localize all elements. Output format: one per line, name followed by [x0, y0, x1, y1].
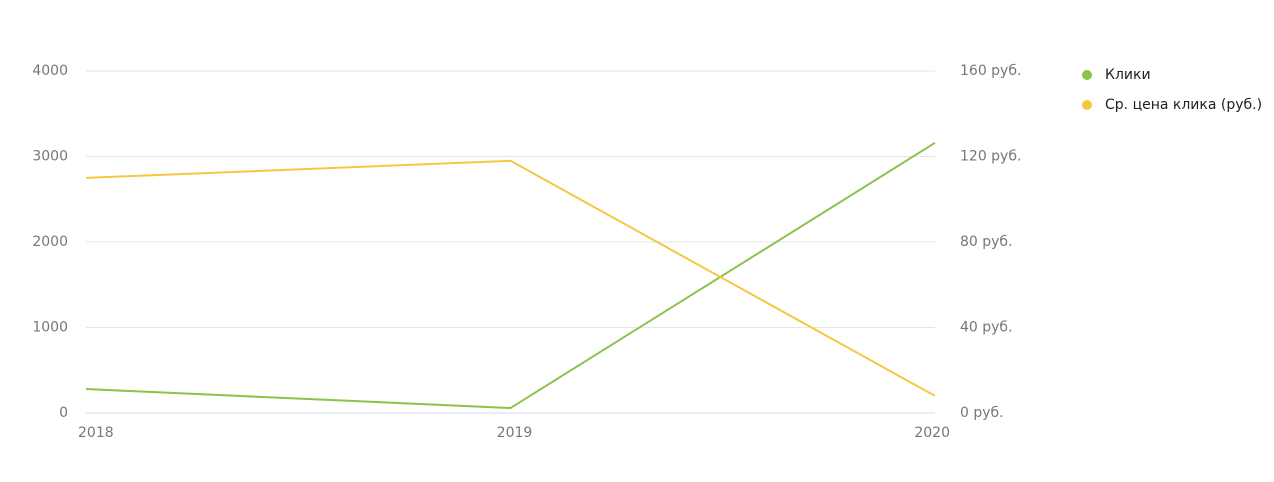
- y-tick-label: 4000: [32, 63, 68, 79]
- legend-text: Ср. цена клика (руб.): [1105, 97, 1262, 113]
- y2-tick-label: 120 руб.: [960, 149, 1021, 165]
- series-line: [85, 141, 936, 410]
- y2-tick-label: 80 руб.: [960, 234, 1013, 250]
- y2-tick-label: 160 руб.: [960, 63, 1021, 79]
- series-line: [85, 159, 936, 397]
- y-tick-label: 2000: [32, 234, 68, 250]
- legend-marker: [1082, 70, 1092, 80]
- y-tick-label: 0: [59, 405, 68, 421]
- y-tick-label: 1000: [32, 320, 68, 336]
- legend-marker: [1082, 100, 1092, 110]
- y2-tick-label: 0 руб.: [960, 405, 1004, 421]
- x-tick-label: 2019: [497, 425, 533, 441]
- y-tick-label: 3000: [32, 149, 68, 165]
- x-tick-label: 2020: [914, 425, 950, 441]
- legend-text: Клики: [1105, 67, 1151, 83]
- x-tick-label: 2018: [78, 425, 114, 441]
- y2-tick-label: 40 руб.: [960, 320, 1013, 336]
